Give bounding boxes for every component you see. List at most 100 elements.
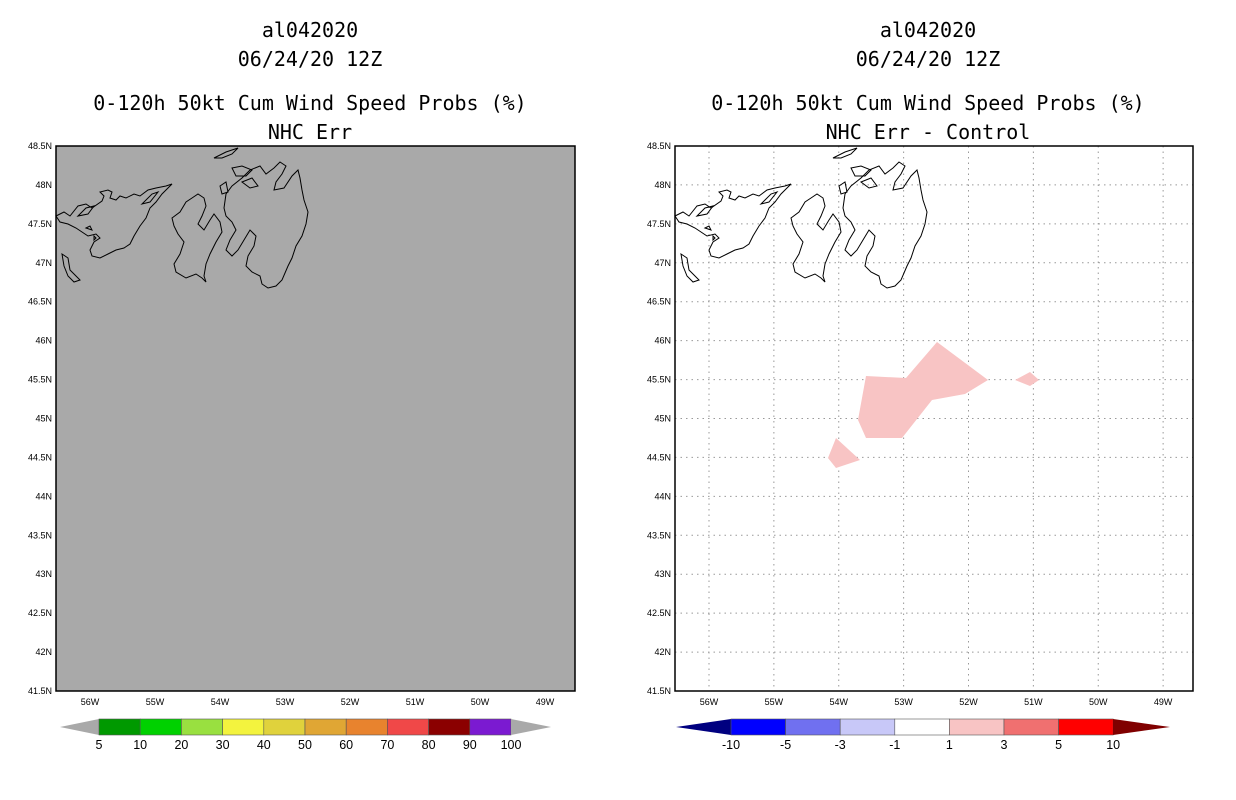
colorbar-label: 70	[380, 738, 394, 752]
left-lat-axis: 48.5N 48N 47.5N 47N 46.5N 46N 45.5N 45N 44.5N 44N…	[28, 141, 52, 696]
lat-label: 43.5N	[28, 530, 52, 540]
lat-label: 42.5N	[28, 608, 52, 618]
lat-label: 43.5N	[647, 530, 671, 540]
right-panel: al042020 06/24/20 12Z 0-120h 50kt Cum Wi…	[647, 18, 1194, 752]
lat-label: 43N	[654, 569, 671, 579]
lat-label: 44N	[35, 491, 52, 501]
colorbar-swatch	[222, 718, 265, 736]
colorbar-label: 10	[133, 738, 147, 752]
lat-label: 47N	[654, 258, 671, 268]
right-storm-id: al042020	[880, 18, 976, 42]
left-storm-id: al042020	[262, 18, 358, 42]
lat-label: 47.5N	[28, 219, 52, 229]
lat-label: 44N	[654, 491, 671, 501]
colorbar-label: 5	[96, 738, 103, 752]
right-gridlines	[675, 146, 1193, 691]
colorbar-swatch	[263, 718, 306, 736]
colorbar-swatch	[345, 718, 388, 736]
colorbar-swatch	[785, 718, 841, 736]
lat-label: 44.5N	[647, 452, 671, 462]
left-colorbar-low-arrow	[60, 719, 99, 735]
lat-label: 45.5N	[28, 375, 52, 385]
left-panel: al042020 06/24/20 12Z 0-120h 50kt Cum Wi…	[28, 18, 576, 752]
colorbar-label: -5	[780, 738, 791, 752]
colorbar-label: -3	[835, 738, 846, 752]
left-datetime: 06/24/20 12Z	[238, 47, 383, 71]
colorbar-label: 40	[257, 738, 271, 752]
right-lon-axis: 56W 55W 54W 53W 52W 51W 50W 49W	[700, 697, 1173, 707]
lat-label: 46.5N	[647, 297, 671, 307]
lon-label: 49W	[536, 697, 555, 707]
colorbar-label: 80	[422, 738, 436, 752]
lat-label: 42.5N	[647, 608, 671, 618]
colorbar-label: 30	[216, 738, 230, 752]
lon-label: 53W	[276, 697, 295, 707]
lat-label: 45N	[35, 414, 52, 424]
colorbar-swatch	[894, 718, 950, 736]
left-subtitle: NHC Err	[268, 120, 352, 144]
right-colorbar: -10 -5 -3 -1 1 3 5 10	[676, 718, 1170, 752]
right-map-frame	[674, 145, 1194, 692]
colorbar-swatch	[428, 718, 471, 736]
colorbar-label: 5	[1055, 738, 1062, 752]
shade-main	[858, 342, 988, 438]
colorbar-swatch	[949, 718, 1005, 736]
lat-label: 42N	[654, 647, 671, 657]
colorbar-swatch	[469, 718, 512, 736]
colorbar-swatch	[1003, 718, 1059, 736]
colorbar-label: 100	[501, 738, 522, 752]
right-product-title: 0-120h 50kt Cum Wind Speed Probs (%)	[711, 91, 1144, 115]
lon-label: 49W	[1154, 697, 1173, 707]
lat-label: 42N	[35, 647, 52, 657]
lat-label: 48N	[35, 180, 52, 190]
lat-label: 46.5N	[28, 297, 52, 307]
lon-label: 51W	[406, 697, 425, 707]
lat-label: 47.5N	[647, 219, 671, 229]
lat-label: 48.5N	[28, 141, 52, 151]
colorbar-label: 60	[339, 738, 353, 752]
right-lat-axis: 48.5N 48N 47.5N 47N 46.5N 46N 45.5N 45N 44.5N 44N…	[647, 141, 671, 696]
colorbar-swatch	[181, 718, 223, 736]
colorbar-swatch	[839, 718, 896, 736]
lon-label: 52W	[341, 697, 360, 707]
colorbar-label: 10	[1106, 738, 1120, 752]
colorbar-swatch	[304, 718, 347, 736]
colorbar-label: 90	[463, 738, 477, 752]
colorbar-label: -1	[889, 738, 900, 752]
lon-label: 50W	[1089, 697, 1108, 707]
left-colorbar-high-arrow	[511, 719, 551, 735]
colorbar-label: -10	[722, 738, 740, 752]
lon-label: 51W	[1024, 697, 1043, 707]
shade-south	[828, 438, 860, 468]
colorbar-label: 20	[174, 738, 188, 752]
right-colorbar-low-arrow	[676, 719, 731, 735]
lon-label: 56W	[81, 697, 100, 707]
lon-label: 56W	[700, 697, 719, 707]
colorbar-swatch	[98, 718, 141, 736]
colorbar-swatch	[730, 718, 786, 736]
right-subtitle: NHC Err - Control	[826, 120, 1031, 144]
lat-label: 45.5N	[647, 375, 671, 385]
lat-label: 43N	[35, 569, 52, 579]
colorbar-swatch	[387, 718, 429, 736]
lat-label: 48.5N	[647, 141, 671, 151]
colorbar-swatch	[1058, 718, 1114, 736]
lat-label: 45N	[654, 414, 671, 424]
colorbar-swatch	[139, 718, 182, 736]
lat-label: 48N	[654, 180, 671, 190]
lat-label: 46N	[35, 336, 52, 346]
lon-label: 54W	[829, 697, 848, 707]
left-lon-axis: 56W 55W 54W 53W 52W 51W 50W 49W	[81, 697, 555, 707]
lat-label: 44.5N	[28, 452, 52, 462]
colorbar-label: 50	[298, 738, 312, 752]
lat-label: 41.5N	[28, 686, 52, 696]
lon-label: 50W	[471, 697, 490, 707]
lat-label: 47N	[35, 258, 52, 268]
lon-label: 54W	[211, 697, 230, 707]
lat-label: 46N	[654, 336, 671, 346]
lon-label: 55W	[765, 697, 784, 707]
lat-label: 41.5N	[647, 686, 671, 696]
left-map-area	[55, 145, 576, 692]
lon-label: 55W	[146, 697, 165, 707]
